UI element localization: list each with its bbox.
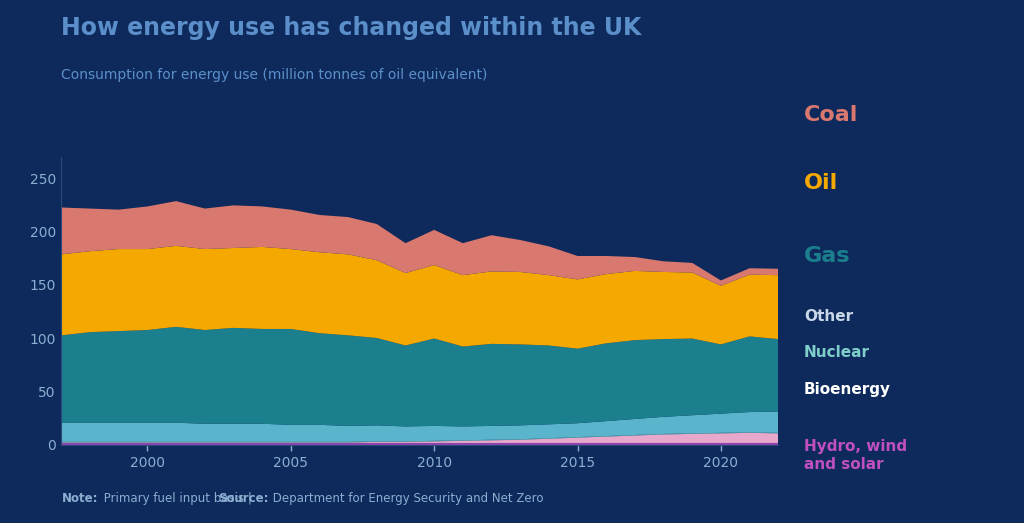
Text: Consumption for energy use (million tonnes of oil equivalent): Consumption for energy use (million tonn… bbox=[61, 68, 487, 82]
Text: Oil: Oil bbox=[804, 173, 838, 192]
Text: Hydro, wind
and solar: Hydro, wind and solar bbox=[804, 439, 907, 472]
Text: Department for Energy Security and Net Zero: Department for Energy Security and Net Z… bbox=[269, 492, 544, 505]
Text: Nuclear: Nuclear bbox=[804, 345, 869, 360]
Text: Gas: Gas bbox=[804, 246, 850, 266]
Text: Primary fuel input basis |: Primary fuel input basis | bbox=[100, 492, 256, 505]
Text: Bioenergy: Bioenergy bbox=[804, 382, 891, 397]
Text: Note:: Note: bbox=[61, 492, 98, 505]
Text: Coal: Coal bbox=[804, 105, 858, 124]
Text: Other: Other bbox=[804, 309, 853, 324]
Text: Source:: Source: bbox=[218, 492, 268, 505]
Text: How energy use has changed within the UK: How energy use has changed within the UK bbox=[61, 16, 642, 40]
